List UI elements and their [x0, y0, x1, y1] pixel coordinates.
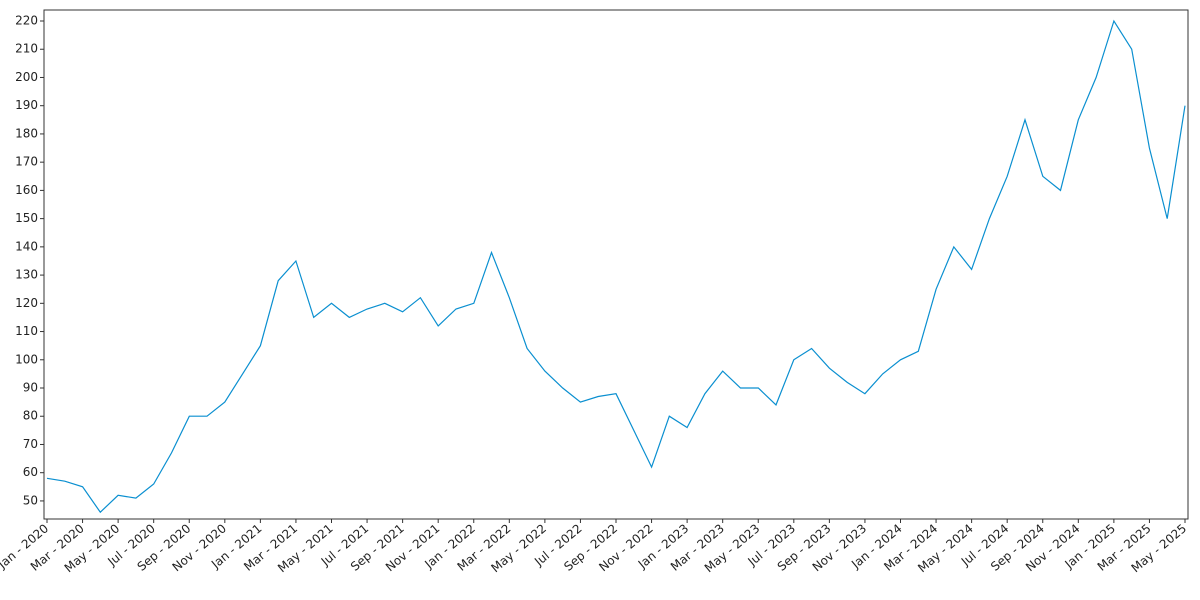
y-tick-label: 100 [15, 352, 38, 366]
y-tick-label: 110 [15, 324, 38, 338]
price-line [46, 19, 1186, 514]
y-tick-label: 60 [23, 465, 38, 479]
y-tick-label: 150 [15, 211, 38, 225]
y-tick-label: 200 [15, 70, 38, 84]
y-tick-label: 210 [15, 42, 38, 56]
plot-frame [43, 9, 1189, 520]
y-tick-label: 140 [15, 239, 38, 253]
y-tick-label: 70 [23, 437, 38, 451]
y-tick-label: 130 [15, 268, 38, 282]
y-tick-label: 80 [23, 409, 38, 423]
y-tick-label: 190 [15, 98, 38, 112]
y-tick-label: 160 [15, 183, 38, 197]
y-tick-label: 180 [15, 126, 38, 140]
y-tick-label: 50 [23, 493, 38, 507]
y-tick-label: 220 [15, 14, 38, 28]
y-tick-label: 120 [15, 296, 38, 310]
y-tick-label: 170 [15, 155, 38, 169]
y-tick-label: 90 [23, 381, 38, 395]
